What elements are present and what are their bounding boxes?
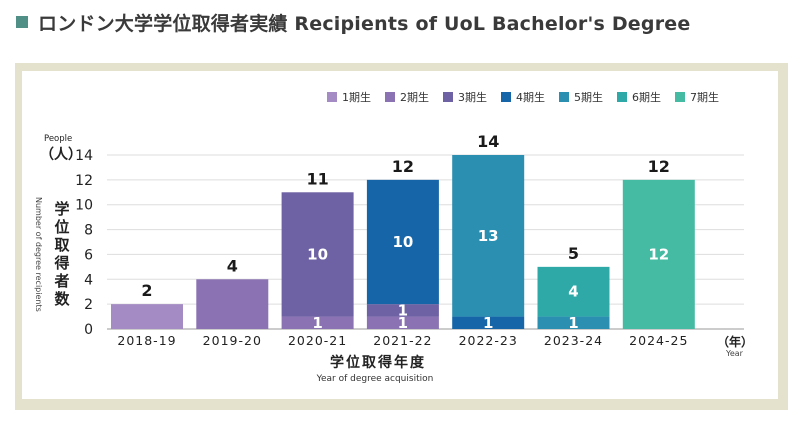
y-axis-label-ja-char: 者 [54,272,69,290]
x-tick-label: 2019-20 [203,333,262,348]
legend-swatch [501,92,511,102]
bar-total-label: 2 [141,281,152,300]
bar-segment [281,192,354,317]
y-tick-label: 8 [84,223,93,239]
chart-panel: 0 2 4 6 8 10 12 14 People （人） Number of degree rec… [22,71,778,399]
y-tick-label: 14 [75,148,93,164]
bar-segment [537,316,610,329]
x-tick-label: 2021-22 [373,333,432,348]
x-axis-label-ja: 学位取得年度 [330,354,426,371]
x-unit-en: Year [725,349,744,358]
bar-segment [537,266,610,317]
legend-label: 7期生 [690,90,719,104]
y-axis-label-ja-char: 得 [53,254,69,272]
legend-swatch [385,92,395,102]
legend-label: 5期生 [574,90,603,104]
legend-swatch [617,92,627,102]
header-bullet-icon [16,16,28,28]
legend-swatch [675,92,685,102]
x-unit-ja: （年） [717,334,753,349]
bar-segment [196,279,269,329]
y-tick-label: 4 [84,272,93,288]
bar-segment-label: 1 [398,301,408,319]
bar-total-label: 12 [648,157,670,176]
x-tick-label: 2023-24 [544,333,603,348]
x-tick-label: 2022-23 [459,333,518,348]
bar-segment [366,304,439,317]
bar-total-label: 12 [392,157,414,176]
bar-segment [452,316,525,329]
chart-frame: 0 2 4 6 8 10 12 14 People （人） Number of degree rec… [15,63,788,410]
bar-segment [622,179,695,329]
bar-segment-label: 13 [478,227,499,245]
y-axis-label-ja-char: 位 [54,218,69,236]
legend-label: 1期生 [342,90,371,104]
bar-segment-label: 1 [398,314,408,332]
y-unit-ja: （人） [40,146,82,163]
bar-segment [366,179,439,305]
bar-segment-label: 4 [568,283,578,301]
y-tick-label: 12 [75,173,93,189]
y-axis-label-en: Number of degree recipients [34,197,43,312]
y-tick-label: 6 [84,247,93,263]
y-tick-label: 10 [75,198,93,214]
x-tick-label: 2020-21 [288,333,347,348]
bar-segment-label: 1 [568,314,578,332]
legend-swatch [443,92,453,102]
bar-total-label: 11 [306,169,328,188]
bar-segment [281,316,354,329]
legend-label: 4期生 [516,90,545,104]
x-tick-label: 2018-19 [117,333,176,348]
y-tick-label: 0 [84,322,93,338]
bar-segment-label: 1 [483,314,493,332]
bar-segment-label: 1 [312,314,322,332]
bar-segment-label: 10 [307,245,328,263]
y-axis-label-ja-char: 数 [54,290,70,308]
bar-segment-label: 12 [648,245,669,263]
bar-segment [366,316,439,329]
bar-segment [452,155,525,317]
legend-label: 2期生 [400,90,429,104]
legend-label: 3期生 [458,90,487,104]
x-tick-label: 2024-25 [629,333,688,348]
page-title: ロンドン大学学位取得者実績 Recipients of UoL Bachelor… [38,12,691,35]
bar-total-label: 5 [568,244,579,263]
bar-total-label: 4 [227,256,238,275]
x-axis-label-en: Year of degree acquisition [316,374,434,384]
legend-swatch [559,92,569,102]
legend-label: 6期生 [632,90,661,104]
y-axis-label-ja-char: 取 [54,236,70,254]
y-tick-label: 2 [84,297,93,313]
bar-total-label: 14 [477,132,499,151]
y-axis-label-ja-char: 学 [54,200,69,218]
page-header: ロンドン大学学位取得者実績 Recipients of UoL Bachelor… [16,8,690,36]
y-unit-en: People [44,134,72,144]
bar-segment-label: 10 [392,233,413,251]
bar-segment [111,304,183,329]
legend-swatch [327,92,337,102]
